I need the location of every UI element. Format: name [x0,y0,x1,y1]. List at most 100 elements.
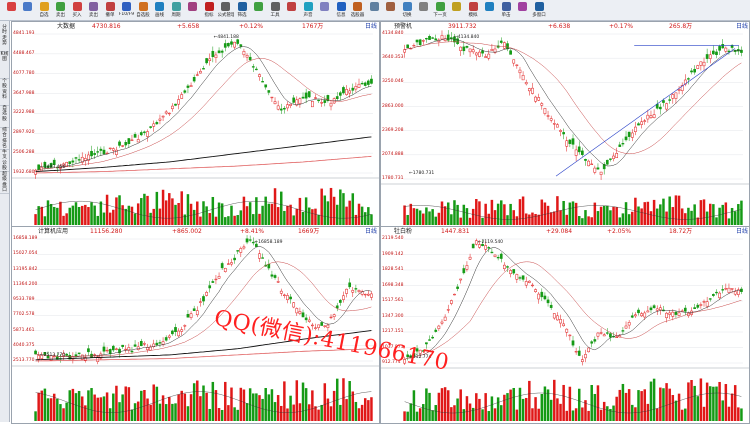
chart-panel-jisuanji[interactable]: 计算机应用 11156.280 +865.002 +8.41% 1669万 日线… [11,226,380,424]
toolbar-button-next-page[interactable]: 下一页 [432,1,448,18]
candle-body [687,78,690,80]
candle-body [593,167,597,173]
sidebar-tab-5[interactable]: 综合排名 [0,128,9,150]
toolbar-button-grid[interactable] [185,1,201,18]
toolbar-button-star[interactable]: 自选 [36,1,52,18]
toolbar-button-sell[interactable]: 卖出 [53,1,69,18]
volume-bar [93,205,96,225]
toolbar-button-paper[interactable] [317,1,333,18]
stock-price: 1447.831 [441,228,470,235]
volume-bar [506,393,509,421]
volume-bar [509,389,512,421]
toolbar-button-back[interactable] [20,1,36,18]
volume-bar [543,386,547,421]
toolbar-button-simulate[interactable]: 模拟 [465,1,481,18]
y-axis-label: 1828.541 [382,267,404,272]
toolbar-button-cancel[interactable]: 撤单 [102,1,118,18]
toolbar-button-page[interactable] [416,1,432,18]
candle-body [462,46,466,52]
period-selector[interactable]: 日线 [736,228,749,235]
candle-body [418,39,422,46]
candle-body [55,356,59,360]
toolbar-button-click[interactable]: 单击 [498,1,514,18]
volume-bar [233,215,236,225]
toolbar-button-draw[interactable]: 画线 [152,1,168,18]
period-selector[interactable]: 日线 [365,228,378,235]
toolbar-button-zoom[interactable] [251,1,267,18]
candle-body [568,334,572,337]
stock-name: 预警机 [394,23,413,30]
sidebar-tab-2[interactable]: K线图 [0,52,9,79]
toolbar-button-window[interactable] [366,1,382,18]
volume-bar [443,387,447,421]
volume-bar [584,400,587,421]
toolbar-button-period[interactable]: 周期 [168,1,184,18]
toolbar-button-chart[interactable] [482,1,498,18]
candle-body [155,122,159,125]
volume-bar [102,212,106,225]
ma-line-mid [404,261,742,360]
period-selector[interactable]: 日线 [736,23,749,30]
toolbar-button-alarm[interactable] [284,1,300,18]
volume-bar [87,207,90,225]
candle-body [370,293,373,298]
volume-bar [412,208,416,225]
period-selector[interactable]: 日线 [365,23,378,30]
chart-panel-dashuju[interactable]: 大数据 4730.816 +5.658 +0.12% 1767万 日线 4841… [11,21,380,228]
volume-bar [571,410,575,421]
toolbar-button-filter[interactable]: 筛选 [234,1,250,18]
chart-panel-taibaifen[interactable]: 牡白粉 1447.831 +29.084 +2.05% 18.72万 日线 21… [380,226,750,424]
toolbar-button-info[interactable]: 信息 [333,1,349,18]
chart-panel-yujingji[interactable]: 预警机 3911.732 +6.638 +0.17% 265.8万 日线 413… [380,21,750,228]
low-price-marker: ←912.774 [409,355,432,360]
volume-bar [345,206,348,225]
sidebar-tab-6[interactable]: 牛叉诊股 [0,150,9,172]
sidebar-tab-4[interactable]: 自选股 [0,106,9,128]
candle-body [596,332,600,337]
candle-body [314,327,317,329]
toolbar-button-buy[interactable]: 买入 [69,1,85,18]
candle-body [62,163,65,166]
sidebar-tab-7[interactable]: 超级盘口 [0,172,9,194]
toolbar-button-bell[interactable] [449,1,465,18]
volume-bar [317,214,320,225]
toolbar-button-formula[interactable]: 公式管理 [218,1,234,18]
volume-bar [307,404,311,421]
sidebar-tab-3[interactable]: 个股资料 [0,79,9,106]
candle-body [354,86,358,90]
candle-body [646,114,650,120]
candle-body [596,167,600,170]
candle-body [80,354,84,360]
stock-volume: 265.8万 [669,23,693,30]
toolbar-button-hammer[interactable]: 卖出 [86,1,102,18]
toolbar-button-f10[interactable]: F10/F9 [119,1,135,18]
toolbar-button-tools[interactable]: 工具 [267,1,283,18]
candle-body [130,139,134,141]
toolbar-button-stock-picker[interactable]: 选股器 [350,1,366,18]
toolbar-button-indicator[interactable]: 指标 [201,1,217,18]
toolbar-button-compare[interactable] [515,1,531,18]
toolbar-button-multi-window[interactable]: 多窗口 [531,1,547,18]
candle-body [665,103,668,110]
toolbar-button-sound[interactable]: 声音 [300,1,316,18]
toolbar-button-home[interactable] [3,1,19,18]
candle-body [245,54,249,58]
toolbar-button-favorites[interactable]: 自选股 [135,1,151,18]
stock-change: +6.638 [548,23,571,30]
volume-bar [581,407,584,421]
volume-bar [183,393,187,421]
volume-bar [456,398,459,421]
toolbar-button-switch[interactable]: 切换 [399,1,415,18]
toolbar-button-layout[interactable] [383,1,399,18]
sidebar-tab-1[interactable]: 分时走势 [0,25,9,52]
candle-body [571,340,575,346]
candle-body [335,305,339,309]
volume-bar [606,406,609,421]
candle-body [189,85,193,87]
stock-name: 计算机应用 [38,228,69,235]
volume-bar [326,398,330,421]
volume-bar [562,384,565,421]
candle-body [474,240,478,245]
toolbar-button-label: F10/F9 [118,12,135,17]
candle-body [279,290,283,294]
